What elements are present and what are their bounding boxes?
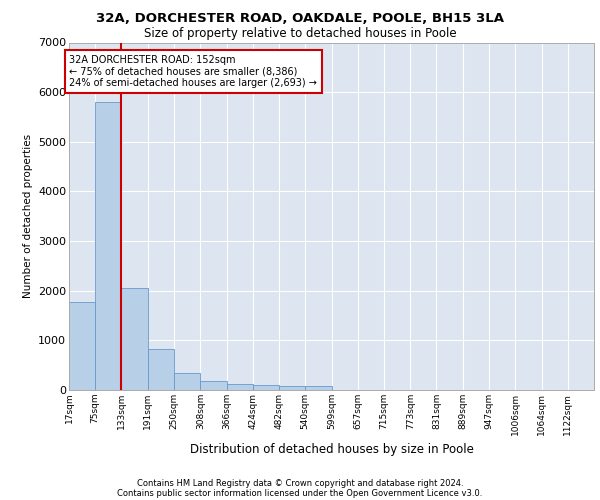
Bar xyxy=(200,380,227,390)
Text: 32A DORCHESTER ROAD: 152sqm
← 75% of detached houses are smaller (8,386)
24% of : 32A DORCHESTER ROAD: 152sqm ← 75% of det… xyxy=(70,55,317,88)
Bar xyxy=(121,288,148,390)
Bar xyxy=(95,102,121,390)
X-axis label: Distribution of detached houses by size in Poole: Distribution of detached houses by size … xyxy=(190,443,473,456)
Bar xyxy=(279,386,305,390)
Text: Contains public sector information licensed under the Open Government Licence v3: Contains public sector information licen… xyxy=(118,488,482,498)
Bar xyxy=(227,384,253,390)
Bar xyxy=(174,373,200,390)
Bar xyxy=(253,385,279,390)
Text: 32A, DORCHESTER ROAD, OAKDALE, POOLE, BH15 3LA: 32A, DORCHESTER ROAD, OAKDALE, POOLE, BH… xyxy=(96,12,504,26)
Bar xyxy=(69,302,95,390)
Text: Contains HM Land Registry data © Crown copyright and database right 2024.: Contains HM Land Registry data © Crown c… xyxy=(137,478,463,488)
Bar xyxy=(148,350,174,390)
Bar xyxy=(305,386,332,390)
Y-axis label: Number of detached properties: Number of detached properties xyxy=(23,134,32,298)
Text: Size of property relative to detached houses in Poole: Size of property relative to detached ho… xyxy=(143,28,457,40)
